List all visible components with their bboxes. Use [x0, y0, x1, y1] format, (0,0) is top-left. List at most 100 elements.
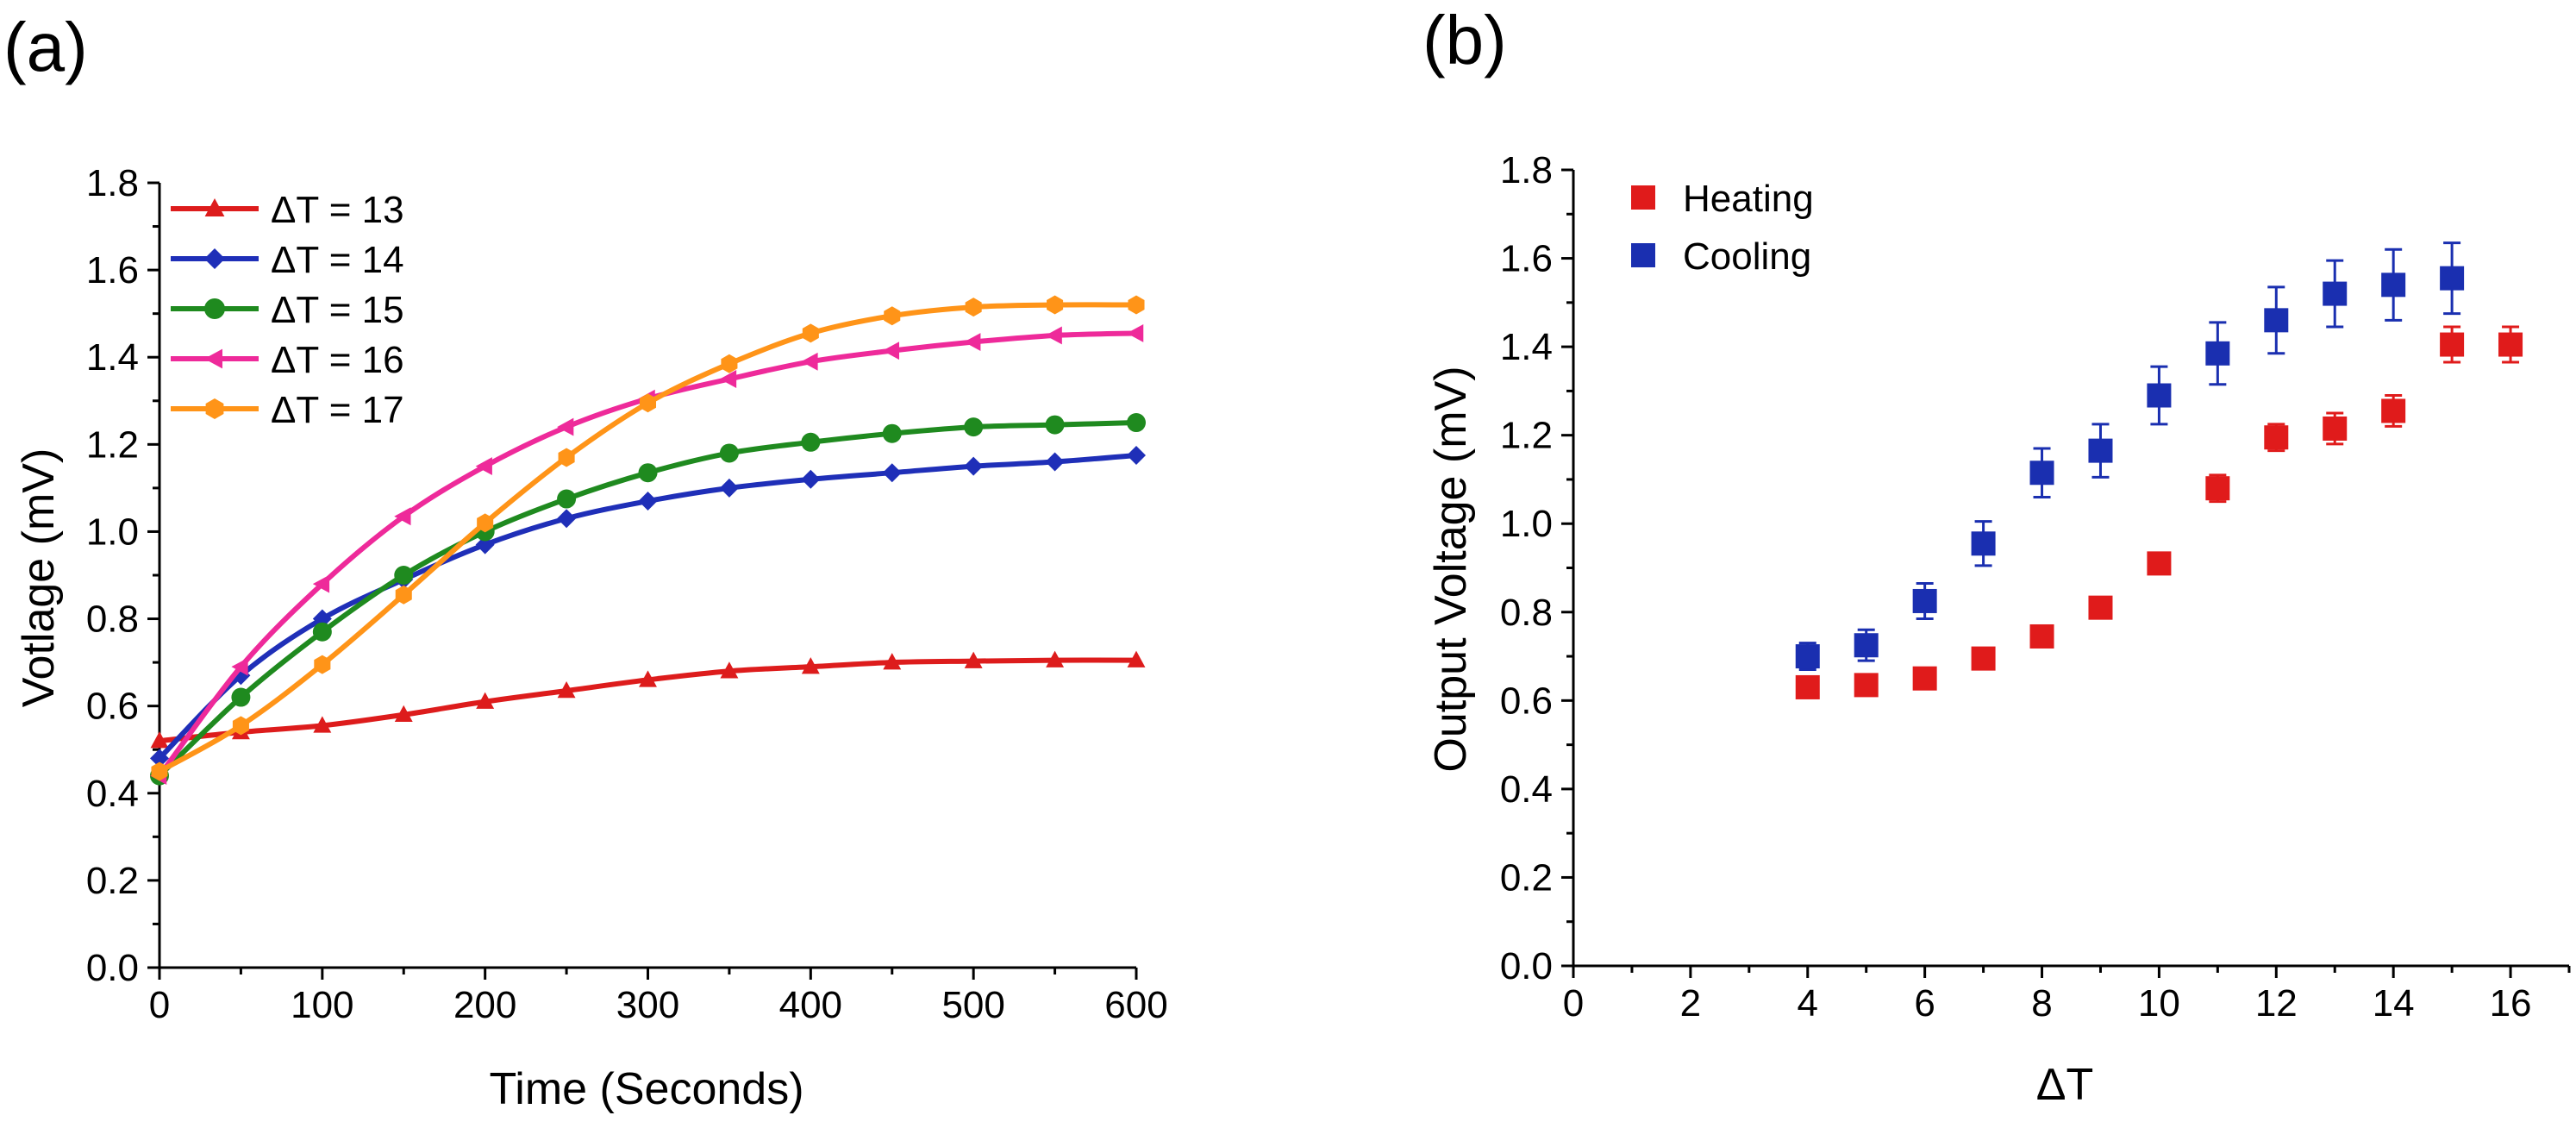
data-point — [475, 535, 495, 555]
data-point — [150, 749, 169, 768]
panel-b-y-tick-label: 0.8 — [1500, 592, 1553, 634]
panel-a-x-tick-label: 200 — [453, 984, 516, 1026]
legend-marker — [204, 248, 225, 269]
series-Cooling — [1795, 241, 2465, 671]
panel-a-y-tick-label: 1.6 — [86, 249, 139, 291]
legend-label: ΔT = 17 — [271, 389, 404, 431]
data-point — [557, 489, 577, 509]
panel-a-y-tick-label: 1.4 — [86, 336, 139, 379]
data-point — [882, 463, 902, 483]
panel-a-y-tick-label: 1.8 — [86, 162, 139, 204]
legend-label: ΔT = 14 — [271, 239, 404, 281]
data-point — [2381, 273, 2406, 298]
data-point — [2264, 425, 2289, 450]
data-point — [638, 492, 658, 511]
data-point — [394, 566, 414, 585]
data-point — [638, 463, 658, 483]
data-point — [1047, 295, 1064, 315]
series-ΔT = 15 — [150, 413, 1146, 786]
legend-marker — [204, 298, 225, 319]
panel-b-x-tick-label: 12 — [2255, 982, 2298, 1025]
panel-b-x-tick-label: 2 — [1680, 982, 1701, 1025]
data-point — [2323, 281, 2348, 306]
panel-b-y-axis-title: Output Voltage (mV) — [1426, 366, 1476, 772]
panel-b-y-tick-label: 1.4 — [1500, 326, 1553, 368]
data-point — [1045, 326, 1062, 345]
data-point — [314, 655, 331, 674]
data-point — [150, 731, 169, 749]
data-point — [883, 653, 902, 670]
data-point — [719, 370, 737, 388]
data-point — [394, 507, 411, 526]
data-point — [2147, 383, 2172, 408]
panel-a-y-axis-title: Votlage (mV) — [14, 448, 64, 708]
data-point — [2205, 476, 2230, 501]
data-point — [965, 298, 982, 317]
data-point — [395, 585, 412, 605]
panel-b-y-tick-label: 0.0 — [1500, 945, 1553, 987]
panel-a-y-tick-label: 0.8 — [86, 598, 139, 641]
data-point — [312, 609, 332, 629]
data-point — [2498, 332, 2523, 357]
panel-b-scatter-chart: (b) 0 2 4 6 8 10 12 14 16 0.0 0.2 0.4 0.6 0.8 1.0 1.2 1.… — [1422, 2, 2571, 1110]
legend-marker — [1631, 243, 1655, 267]
data-point — [964, 651, 983, 668]
data-point — [2205, 341, 2230, 366]
data-point — [801, 352, 818, 371]
data-point — [394, 705, 413, 723]
data-point — [2323, 416, 2348, 441]
data-point — [1045, 452, 1065, 472]
panel-a-ticks: 0 100 200 300 400 500 600 0.0 0.2 0.4 0.6 0.8 1.0 1.2… — [86, 162, 1168, 1026]
data-point — [1795, 644, 1820, 669]
panel-b-x-tick-label: 14 — [2373, 982, 2415, 1025]
legend-marker — [204, 348, 222, 369]
data-point — [1971, 646, 1996, 671]
data-point — [801, 432, 821, 452]
data-point — [719, 478, 739, 498]
data-point — [557, 509, 577, 529]
panel-b-y-tick-label: 0.4 — [1500, 768, 1553, 811]
panel-b-y-tick-label: 1.0 — [1500, 503, 1553, 545]
data-point — [1127, 323, 1144, 342]
series-ΔT = 17 — [151, 295, 1145, 781]
data-point — [1971, 531, 1996, 556]
legend-label: Heating — [1683, 178, 1814, 220]
panel-a-x-tick-label: 500 — [941, 984, 1004, 1026]
panel-a-legend: ΔT = 13 ΔT = 14 ΔT = 15 ΔT = 16 ΔT = 17 — [171, 189, 404, 431]
panel-b-x-tick-label: 16 — [2490, 982, 2532, 1025]
data-point — [557, 680, 576, 699]
panel-a-x-tick-label: 600 — [1104, 984, 1167, 1026]
data-point — [1045, 415, 1065, 435]
panel-b-x-tick-label: 10 — [2138, 982, 2180, 1025]
panel-b-y-tick-label: 0.6 — [1500, 680, 1553, 722]
panel-b-y-tick-label: 1.8 — [1500, 149, 1553, 191]
panel-b-y-tick-label: 1.6 — [1500, 238, 1553, 280]
data-point — [2264, 308, 2289, 333]
data-point — [1912, 588, 1937, 613]
data-point — [720, 661, 739, 679]
data-point — [721, 354, 738, 373]
data-point — [477, 513, 494, 533]
panel-a-line-chart: (a) 0 100 200 300 400 500 600 0.0 0.2 0.4 0.6 0.8 1.… — [3, 9, 1168, 1114]
data-point — [964, 417, 984, 437]
data-point — [639, 393, 657, 413]
panel-a-x-tick-label: 100 — [291, 984, 353, 1026]
data-point — [639, 670, 657, 687]
data-point — [2029, 624, 2054, 649]
data-point — [1854, 673, 1879, 698]
panel-b-x-tick-label: 4 — [1798, 982, 1818, 1025]
data-point — [2088, 438, 2113, 463]
data-point — [2088, 595, 2113, 620]
panel-a-y-tick-label: 0.0 — [86, 947, 139, 989]
data-point — [801, 657, 820, 674]
data-point — [313, 716, 332, 733]
data-point — [1127, 445, 1146, 465]
panel-b-x-tick-label: 0 — [1563, 982, 1584, 1025]
data-point — [1127, 413, 1146, 433]
data-point — [719, 443, 739, 463]
data-point — [231, 687, 251, 707]
data-point — [231, 657, 248, 676]
data-point — [882, 423, 902, 443]
series-ΔT = 13 — [150, 650, 1146, 749]
